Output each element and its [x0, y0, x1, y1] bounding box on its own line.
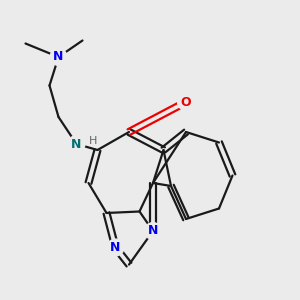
- Text: H: H: [89, 136, 97, 146]
- Text: N: N: [71, 137, 82, 151]
- Circle shape: [50, 49, 67, 65]
- Text: O: O: [181, 95, 191, 109]
- Circle shape: [145, 223, 161, 239]
- Circle shape: [68, 136, 85, 152]
- Circle shape: [107, 239, 124, 256]
- Circle shape: [178, 94, 194, 110]
- Text: N: N: [53, 50, 64, 64]
- Text: N: N: [148, 224, 158, 238]
- Text: N: N: [110, 241, 121, 254]
